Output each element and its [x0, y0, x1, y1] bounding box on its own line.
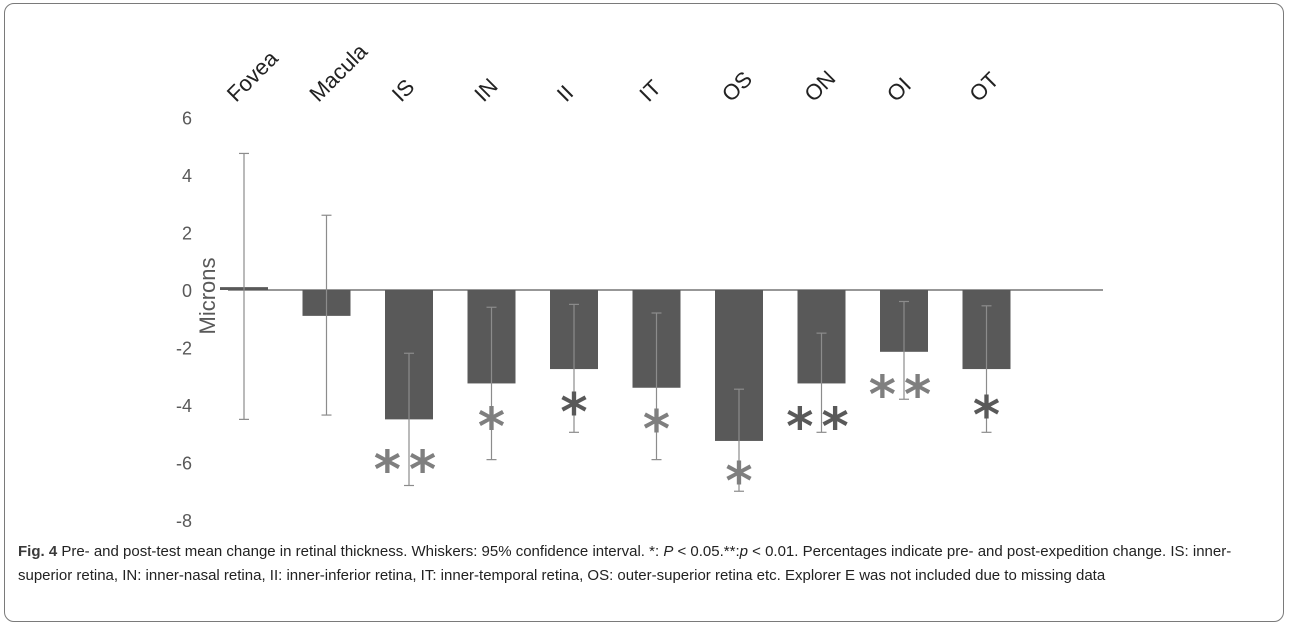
significance-marker: * [973, 386, 1000, 446]
y-tick-label: 2 [182, 224, 192, 244]
x-tick-label: OS [717, 66, 757, 106]
y-tick-label: -4 [176, 396, 192, 416]
y-tick-label: 0 [182, 281, 192, 301]
figure-label: Fig. 4 [18, 543, 58, 560]
y-tick-label: -2 [176, 339, 192, 359]
significance-marker: ** [374, 440, 444, 500]
x-tick-label: IS [387, 74, 419, 106]
caption-text-1: Pre- and post-test mean change in retina… [57, 543, 664, 560]
x-tick-label: OT [964, 67, 1003, 106]
figure-frame [4, 3, 1284, 622]
x-tick-label: IN [469, 73, 502, 106]
y-tick-label: 6 [182, 109, 192, 129]
x-tick-label: IT [634, 75, 666, 107]
caption-text-3: < 0.01. Percentages indicate pre- and po… [18, 543, 1232, 584]
y-axis-label: Microns [195, 257, 220, 334]
x-tick-label: Fovea [222, 45, 283, 106]
significance-marker: * [643, 400, 670, 460]
figure-caption: Fig. 4 Pre- and post-test mean change in… [18, 540, 1273, 588]
y-tick-label: 4 [182, 166, 192, 186]
caption-p-symbol-1: P [663, 543, 674, 560]
y-tick-label: -6 [176, 454, 192, 474]
x-tick-label: OI [882, 72, 916, 106]
x-tick-label: Macula [304, 38, 372, 106]
caption-p-symbol-2: p [739, 543, 748, 560]
bar-chart: 6 4 2 0 -2 -4 -6 -8 Microns Fovea Macula IS IN II IT OS… [176, 38, 1103, 531]
significance-marker: ** [869, 366, 939, 426]
caption-text-2: < 0.05.**: [673, 543, 740, 560]
y-tick-label: -8 [176, 511, 192, 531]
x-tick-label: II [552, 80, 578, 106]
x-tick-label: ON [799, 66, 840, 107]
significance-marker: * [560, 383, 587, 443]
significance-marker: * [478, 397, 505, 457]
significance-marker: ** [786, 397, 856, 457]
significance-marker: * [725, 452, 752, 512]
